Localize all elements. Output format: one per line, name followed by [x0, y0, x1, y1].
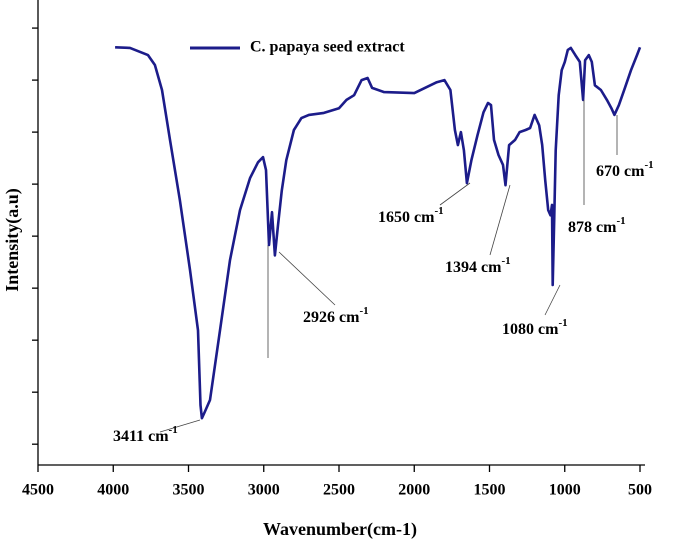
y-axis-label: Intensity(a.u) [2, 188, 23, 292]
leader-line [489, 184, 511, 256]
spectrum-line [115, 46, 642, 420]
x-tick-label: 2500 [323, 482, 355, 499]
legend-label: C. papaya seed extract [250, 39, 405, 56]
annotation-sup: -1 [359, 305, 368, 317]
annotation: 670 cm-1 [596, 159, 654, 180]
x-tick-label: 1000 [549, 482, 581, 499]
x-tick-label: 2000 [398, 482, 430, 499]
annotation-text: 1080 cm [502, 321, 559, 338]
annotation-sup: -1 [434, 205, 443, 217]
x-tick-label: 4000 [97, 482, 129, 499]
leader-line [439, 182, 471, 206]
annotation-text: 2926 cm [303, 309, 360, 326]
annotation: 3411 cm-1 [113, 424, 178, 445]
annotation: 1650 cm-1 [378, 205, 444, 226]
x-tick-label: 4500 [22, 482, 54, 499]
x-tick-label: 3000 [248, 482, 280, 499]
leader-line [544, 284, 561, 316]
annotation: 878 cm-1 [568, 215, 626, 236]
x-axis-label: Wavenumber(cm-1) [263, 519, 417, 540]
annotation: 2926 cm-1 [303, 305, 369, 326]
annotation-sup: -1 [558, 317, 567, 329]
leader-line [278, 251, 336, 306]
x-tick-label: 3500 [173, 482, 205, 499]
annotation-text: 1650 cm [378, 209, 435, 226]
annotation-sup: -1 [501, 255, 510, 267]
annotation-sup: -1 [616, 215, 625, 227]
leader-line [159, 419, 201, 433]
x-tick-label: 500 [628, 482, 652, 499]
annotation-text: 1394 cm [445, 259, 502, 276]
annotation: 1394 cm-1 [445, 255, 511, 276]
annotation-text: 878 cm [568, 219, 617, 236]
annotation: 1080 cm-1 [502, 317, 568, 338]
annotation-text: 670 cm [596, 163, 645, 180]
x-tick-label: 1500 [474, 482, 506, 499]
annotation-sup: -1 [169, 424, 178, 436]
annotation-sup: -1 [644, 159, 653, 171]
annotation-text: 3411 cm [113, 428, 169, 445]
